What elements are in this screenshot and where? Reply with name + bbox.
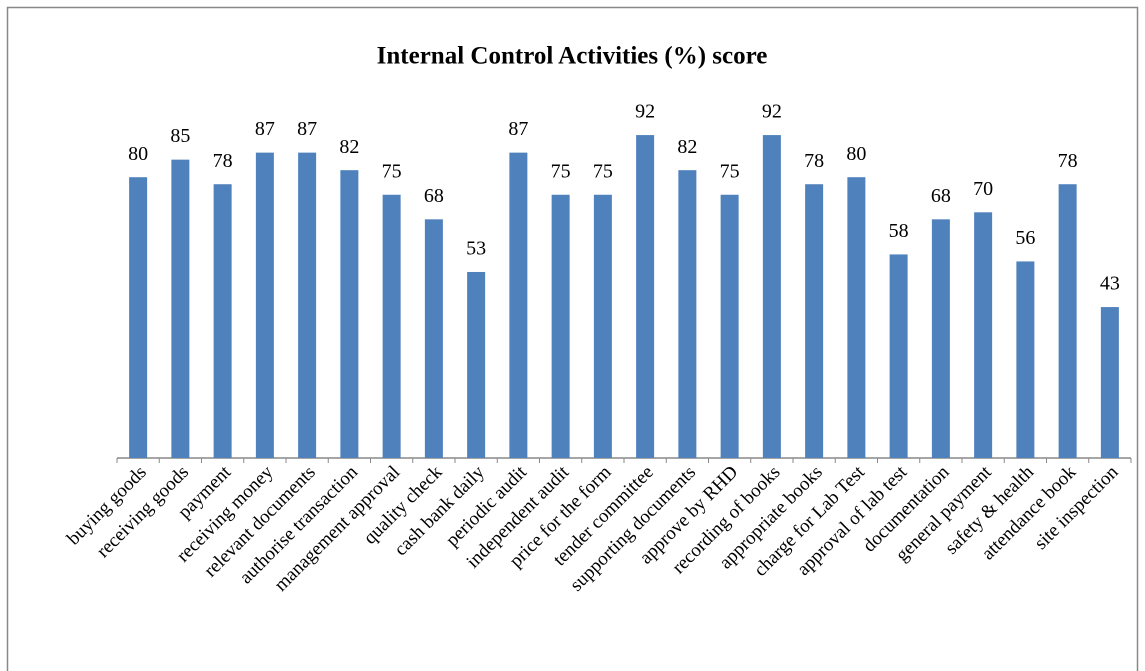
value-label: 68: [931, 185, 951, 207]
bar: [1100, 307, 1119, 458]
bar: [636, 135, 655, 458]
value-label: 78: [804, 150, 824, 172]
chart-title: Internal Control Activities (%) score: [377, 43, 768, 70]
bar: [678, 170, 697, 458]
value-label: 80: [846, 143, 866, 165]
bar: [171, 159, 190, 458]
bar: [1058, 184, 1077, 458]
value-label: 87: [508, 118, 528, 140]
bar: [931, 219, 950, 458]
value-label: 43: [1100, 273, 1120, 295]
value-label: 80: [128, 143, 148, 165]
value-label: 53: [466, 238, 486, 260]
bar: [424, 219, 443, 458]
value-label: 75: [551, 160, 571, 182]
value-label: 82: [339, 136, 359, 158]
value-label: 78: [1058, 150, 1078, 172]
bar: [382, 194, 401, 458]
value-label: 87: [255, 118, 275, 140]
value-label: 75: [593, 160, 613, 182]
value-label: 56: [1015, 227, 1035, 249]
value-label: 92: [762, 101, 782, 123]
bar: [551, 194, 570, 458]
bar: [974, 212, 993, 458]
bar: [129, 177, 148, 458]
value-label: 87: [297, 118, 317, 140]
value-label: 68: [424, 185, 444, 207]
bar: [298, 152, 317, 458]
value-label: 82: [677, 136, 697, 158]
chart-border: [6, 6, 1139, 671]
value-label: 78: [213, 150, 233, 172]
bar: [509, 152, 528, 458]
value-label: 75: [382, 160, 402, 182]
bar: [255, 152, 274, 458]
bar: [1016, 261, 1035, 458]
bar: [213, 184, 232, 458]
bar: [340, 170, 359, 458]
value-label: 58: [889, 220, 909, 242]
bar: [889, 254, 908, 458]
value-label: 85: [170, 125, 190, 147]
bar: [720, 194, 739, 458]
bar: [467, 271, 486, 458]
bar: [847, 177, 866, 458]
value-label: 70: [973, 178, 993, 200]
value-label: 92: [635, 101, 655, 123]
bar: [805, 184, 824, 458]
value-label: 75: [720, 160, 740, 182]
bar: [762, 135, 781, 458]
bar: [593, 194, 612, 458]
